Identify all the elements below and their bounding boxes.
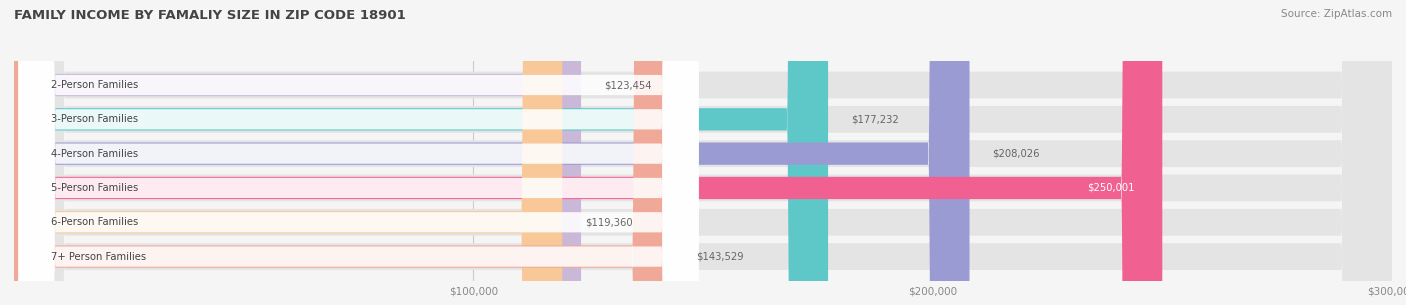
Text: 4-Person Families: 4-Person Families — [51, 149, 138, 159]
FancyBboxPatch shape — [14, 0, 828, 305]
FancyBboxPatch shape — [14, 0, 673, 305]
FancyBboxPatch shape — [18, 0, 699, 305]
Text: $208,026: $208,026 — [993, 149, 1040, 159]
Text: Source: ZipAtlas.com: Source: ZipAtlas.com — [1281, 9, 1392, 19]
FancyBboxPatch shape — [18, 0, 699, 305]
FancyBboxPatch shape — [14, 0, 581, 305]
FancyBboxPatch shape — [14, 0, 1392, 305]
Text: $123,454: $123,454 — [605, 80, 651, 90]
Text: FAMILY INCOME BY FAMALIY SIZE IN ZIP CODE 18901: FAMILY INCOME BY FAMALIY SIZE IN ZIP COD… — [14, 9, 406, 22]
FancyBboxPatch shape — [18, 0, 699, 305]
Text: 2-Person Families: 2-Person Families — [51, 80, 138, 90]
FancyBboxPatch shape — [18, 0, 699, 305]
Text: 6-Person Families: 6-Person Families — [51, 217, 138, 227]
FancyBboxPatch shape — [14, 0, 1392, 305]
Text: $250,001: $250,001 — [1087, 183, 1135, 193]
FancyBboxPatch shape — [14, 0, 1163, 305]
FancyBboxPatch shape — [14, 0, 1392, 305]
FancyBboxPatch shape — [14, 0, 1392, 305]
FancyBboxPatch shape — [18, 0, 699, 305]
Text: 5-Person Families: 5-Person Families — [51, 183, 138, 193]
Text: $143,529: $143,529 — [696, 252, 744, 262]
FancyBboxPatch shape — [18, 0, 699, 305]
FancyBboxPatch shape — [14, 0, 970, 305]
FancyBboxPatch shape — [14, 0, 562, 305]
Text: $177,232: $177,232 — [851, 114, 898, 124]
FancyBboxPatch shape — [14, 0, 1392, 305]
Text: 3-Person Families: 3-Person Families — [51, 114, 138, 124]
Text: 7+ Person Families: 7+ Person Families — [51, 252, 146, 262]
FancyBboxPatch shape — [14, 0, 1392, 305]
Text: $119,360: $119,360 — [585, 217, 633, 227]
